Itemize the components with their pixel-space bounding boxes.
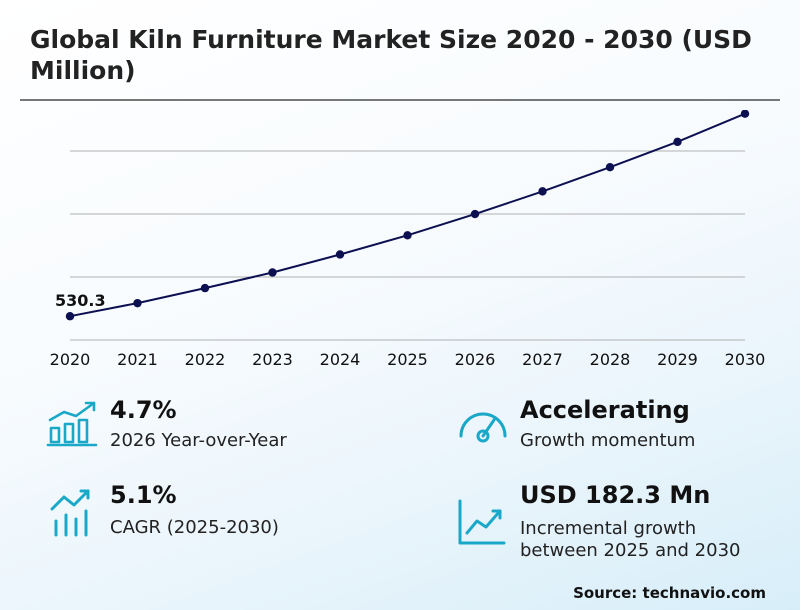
line-chart: 2020 2021 2022 2023 2024 2025 2026 2027 2028 2029… (50, 110, 766, 369)
bar-chart-growth-icon (46, 401, 98, 447)
momentum-value: Accelerating (520, 396, 690, 424)
series-line (69, 112, 746, 318)
stat-cagr: 5.1% CAGR (2025-2030) (44, 481, 344, 541)
data-point-2024 (335, 250, 345, 259)
x-tick-label: 2023 (252, 350, 293, 369)
chart-annotations: 530.3 (55, 291, 106, 310)
trend-bars-icon (50, 489, 90, 537)
data-point-2021 (133, 298, 142, 308)
stat-incremental: USD 182.3 Mn Incremental growth between … (456, 481, 786, 566)
line-chart-box-icon (458, 499, 506, 545)
x-tick-label: 2024 (320, 350, 361, 369)
chart-series (69, 112, 746, 318)
x-tick-label: 2026 (455, 350, 496, 369)
data-point-2025 (403, 231, 412, 240)
data-point-2029 (673, 137, 682, 147)
cagr-label: CAGR (2025-2030) (110, 517, 279, 538)
incremental-value: USD 182.3 Mn (520, 481, 711, 509)
x-tick-label: 2021 (117, 350, 158, 369)
yoy-value: 4.7% (110, 396, 177, 424)
x-tick-label: 2020 (50, 350, 91, 369)
stat-momentum: Accelerating Growth momentum (456, 396, 776, 456)
source-credit: Source: technavio.com (573, 584, 766, 602)
chart-grid (70, 150, 745, 341)
data-point-2030 (740, 110, 750, 118)
incremental-label-line1: Incremental growth (520, 518, 697, 539)
x-tick-label: 2028 (590, 350, 631, 369)
cagr-value: 5.1% (110, 481, 177, 509)
chart-title: Global Kiln Furniture Market Size 2020 -… (30, 25, 752, 85)
speedometer-gauge-icon (459, 412, 507, 443)
x-tick-label: 2029 (657, 350, 698, 369)
momentum-label: Growth momentum (520, 430, 696, 451)
incremental-label-line2: between 2025 and 2030 (520, 540, 741, 561)
data-point-2026 (470, 209, 480, 219)
data-point-2022 (200, 283, 210, 293)
yoy-label: 2026 Year-over-Year (110, 430, 287, 451)
data-point-2023 (268, 268, 277, 277)
x-tick-label: 2025 (387, 350, 428, 369)
x-tick-label: 2027 (522, 350, 563, 369)
chart-points (65, 110, 750, 321)
data-point-2028 (605, 163, 615, 172)
data-point-2027 (538, 187, 547, 196)
title-divider (20, 99, 780, 101)
x-tick-label: 2022 (185, 350, 226, 369)
data-point-2020 (65, 312, 75, 321)
x-axis-ticks: 2020 2021 2022 2023 2024 2025 2026 2027 2028 2029… (50, 350, 766, 369)
stat-yoy: 4.7% 2026 Year-over-Year (44, 396, 344, 456)
x-tick-label: 2030 (725, 350, 766, 369)
data-label: 530.3 (55, 291, 106, 310)
